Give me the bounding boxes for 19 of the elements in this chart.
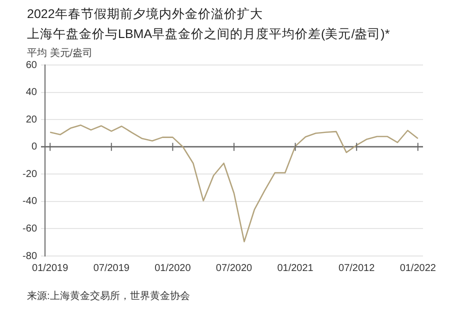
x-tick-label: 07/2020: [216, 262, 253, 274]
y-tick-label: 20: [26, 114, 38, 126]
y-tick-label: 0: [31, 142, 38, 153]
y-tick-label: 40: [26, 87, 38, 98]
x-tick-label: 01/2022: [400, 262, 436, 274]
y-tick-label: 60: [26, 60, 38, 71]
y-tick-label: -40: [22, 196, 38, 208]
chart-title: 2022年春节假期前夕境内外金价溢价扩大: [27, 6, 263, 23]
y-axis-title: 平均 美元/盎司: [27, 46, 93, 60]
y-tick-label: -80: [22, 250, 38, 262]
y-tick-label: -20: [22, 168, 38, 180]
x-tick-label: 01/2019: [32, 262, 69, 274]
x-tick-label: 01/2020: [154, 262, 192, 274]
chart-subtitle: 上海午盘金价与LBMA早盘金价之间的月度平均价差(美元/盎司)*: [27, 26, 390, 43]
x-tick-label: 07/2019: [93, 262, 130, 274]
source-note: 来源:上海黄金交易所，世界黄金协会: [27, 290, 190, 303]
x-tick-label: 07/2012: [338, 262, 376, 274]
y-tick-label: -60: [22, 223, 38, 234]
x-tick-label: 01/2021: [277, 262, 314, 274]
